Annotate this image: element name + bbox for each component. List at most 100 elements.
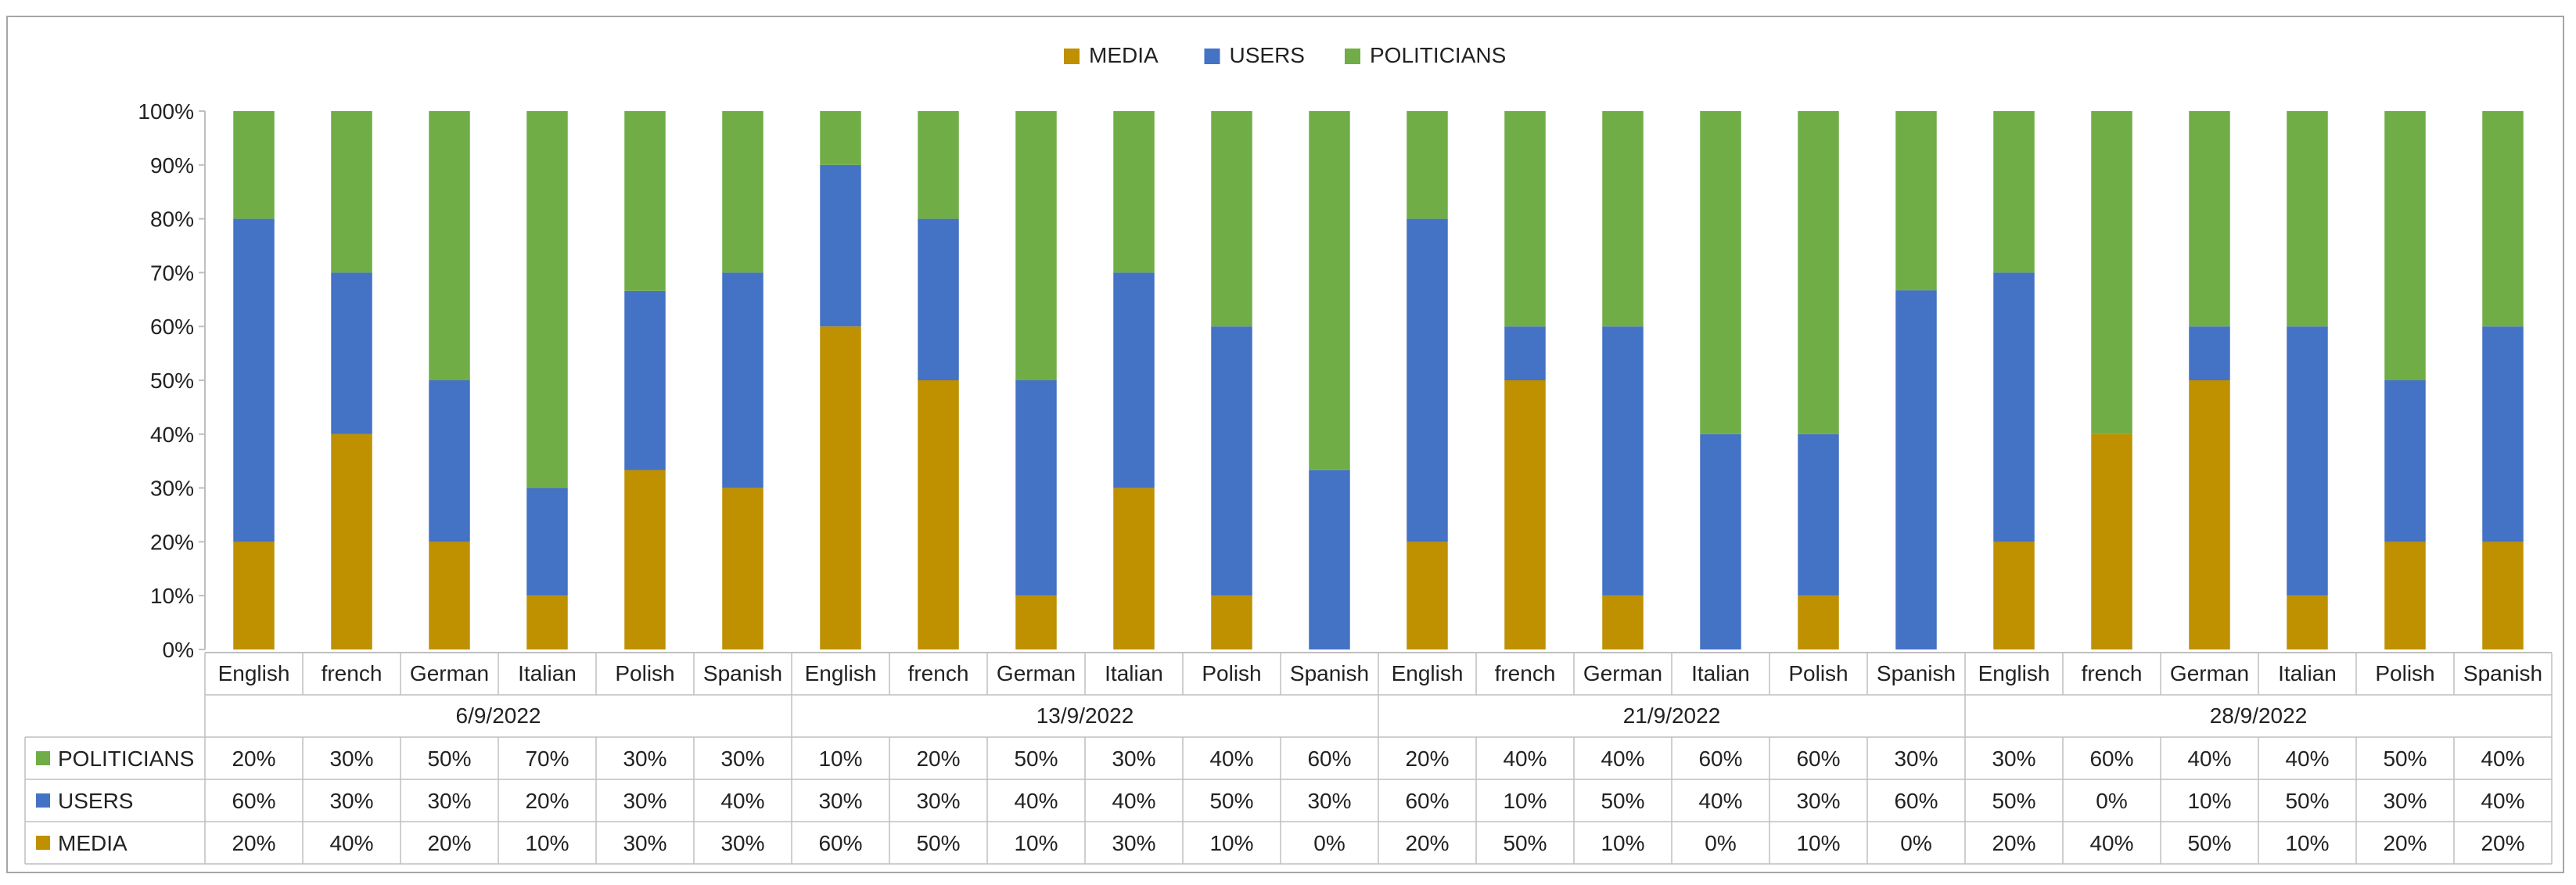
x-group-label: 6/9/2022: [456, 703, 541, 728]
x-category-label: Italian: [2278, 661, 2337, 685]
table-cell-value: 10%: [1503, 789, 1547, 813]
bar-segment-politicians: [918, 111, 959, 219]
legend-swatch: [1204, 49, 1220, 64]
bar-segment-users: [2189, 326, 2230, 380]
table-cell-value: 60%: [1698, 746, 1742, 771]
table-cell-value: 10%: [1209, 831, 1253, 855]
bar-segment-users: [820, 164, 861, 327]
bar-segment-users: [1407, 218, 1448, 542]
y-tick-label: 90%: [150, 153, 194, 178]
bar-segment-users: [526, 487, 568, 596]
table-series-name: POLITICIANS: [58, 746, 194, 771]
table-cell-value: 40%: [1112, 789, 1155, 813]
legend-item-users: USERS: [1204, 43, 1305, 67]
legend-label: MEDIA: [1089, 43, 1159, 67]
bar-segment-users: [429, 380, 470, 542]
bar-segment-media: [1993, 541, 2035, 649]
table-cell-value: 50%: [1601, 789, 1644, 813]
table-cell-value: 60%: [818, 831, 862, 855]
bar-segment-politicians: [233, 111, 275, 219]
table-cell-value: 30%: [329, 746, 373, 771]
table-cell-value: 20%: [2481, 831, 2524, 855]
table-cell-value: 30%: [1992, 746, 2035, 771]
y-tick-label: 80%: [150, 207, 194, 232]
table-cell-value: 40%: [1503, 746, 1547, 771]
bar-segment-media: [624, 469, 666, 649]
table-cell-value: 20%: [1992, 831, 2035, 855]
table-cell-value: 10%: [818, 746, 862, 771]
bar-segment-users: [331, 272, 372, 434]
bar-segment-politicians: [1407, 111, 1448, 219]
y-tick-label: 20%: [150, 530, 194, 554]
bar-segment-politicians: [429, 111, 470, 380]
legend-label: POLITICIANS: [1370, 43, 1506, 67]
bar-segment-media: [820, 326, 861, 649]
bar-segment-politicians: [1309, 111, 1350, 470]
bar-segment-users: [1798, 434, 1839, 596]
table-cell-value: 20%: [2383, 831, 2427, 855]
table-cell-value: 30%: [427, 789, 471, 813]
table-cell-value: 30%: [2383, 789, 2427, 813]
data-table: English french German Italian Polish Spanish 6…: [24, 652, 2553, 865]
table-cell-value: 20%: [916, 746, 960, 771]
bar-segment-users: [1015, 380, 1057, 596]
y-axis: 0% 10% 20% 30% 40% 50% 60% 70% 80% 90% 100%: [138, 99, 206, 662]
bar-segment-politicians: [331, 111, 372, 273]
bar-segment-politicians: [2287, 111, 2328, 327]
bar-segment-media: [1798, 595, 1839, 649]
bar-segment-media: [722, 487, 763, 649]
x-category-label: German: [410, 661, 489, 685]
table-cell-value: 50%: [916, 831, 960, 855]
table-cell-value: 30%: [916, 789, 960, 813]
x-category-label: Polish: [1788, 661, 1848, 685]
x-category-label: English: [805, 661, 877, 685]
table-cell-value: 40%: [2187, 746, 2231, 771]
bar-segment-media: [2482, 541, 2524, 649]
x-group-label: 21/9/2022: [1623, 703, 1721, 728]
table-cell-value: 20%: [232, 746, 275, 771]
bar-segment-politicians: [722, 111, 763, 273]
bar-segment-media: [429, 541, 470, 649]
table-cell-value: 60%: [232, 789, 275, 813]
table-cell-value: 60%: [2089, 746, 2133, 771]
y-tick-label: 100%: [138, 99, 194, 124]
bar-segment-users: [1211, 326, 1252, 596]
table-cell-value: 0%: [2096, 789, 2127, 813]
table-cell-value: 20%: [1405, 831, 1449, 855]
bar-segment-media: [233, 541, 275, 649]
bar-segment-users: [2384, 380, 2426, 542]
table-series-name: MEDIA: [58, 831, 128, 855]
bar-segment-media: [1211, 595, 1252, 649]
bar-segment-users: [1504, 326, 1546, 380]
bar-segment-politicians: [1798, 111, 1839, 434]
bar-segment-media: [1504, 380, 1546, 649]
bar-segment-media: [331, 434, 372, 649]
x-category-label: German: [2170, 661, 2249, 685]
bar-segment-users: [1309, 469, 1350, 649]
table-cell-value: 30%: [623, 831, 666, 855]
table-cell-value: 50%: [2187, 831, 2231, 855]
table-cell-value: 50%: [427, 746, 471, 771]
bars: [233, 111, 2524, 649]
bar-segment-users: [2287, 326, 2328, 596]
bar-segment-users: [722, 272, 763, 488]
bar-segment-politicians: [2482, 111, 2524, 327]
bar-segment-media: [1113, 487, 1155, 649]
x-category-label: Italian: [518, 661, 577, 685]
table-cell-value: 0%: [1900, 831, 1931, 855]
bar-segment-media: [1015, 595, 1057, 649]
bar-segment-politicians: [1895, 111, 1937, 291]
bar-segment-politicians: [1211, 111, 1252, 327]
bar-segment-politicians: [2384, 111, 2426, 380]
bar-segment-politicians: [526, 111, 568, 488]
bar-segment-politicians: [2091, 111, 2132, 434]
y-tick-label: 0%: [163, 638, 194, 662]
table-cell-value: 30%: [720, 831, 764, 855]
x-category-label: french: [908, 661, 969, 685]
x-category-label: Italian: [1691, 661, 1750, 685]
x-category-label: Polish: [615, 661, 674, 685]
table-cell-value: 50%: [1209, 789, 1253, 813]
table-cell-value: 40%: [1698, 789, 1742, 813]
x-category-label: Spanish: [2463, 661, 2542, 685]
table-cell-value: 40%: [2285, 746, 2329, 771]
